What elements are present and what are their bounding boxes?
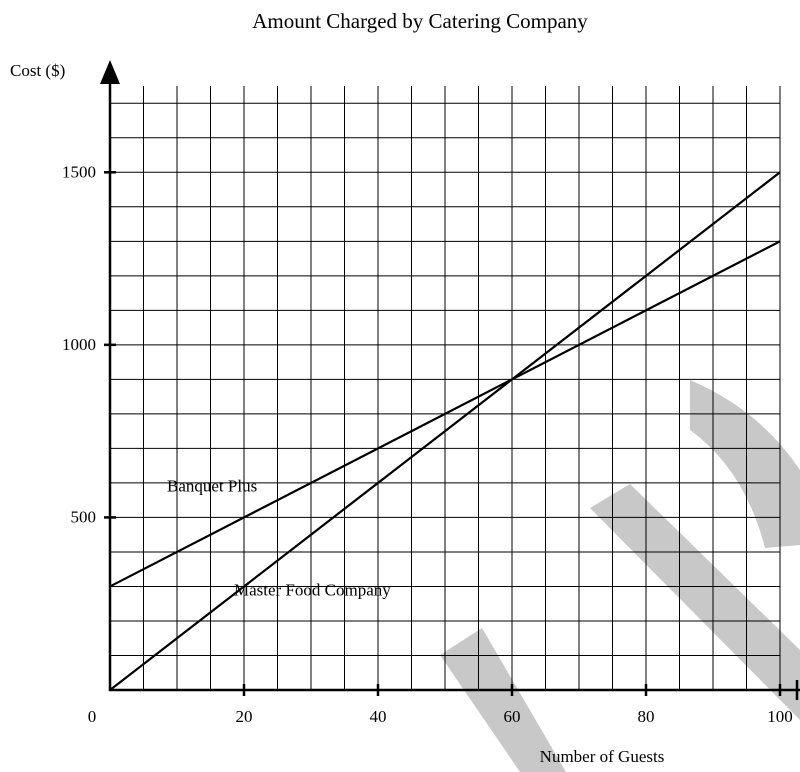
series-label-banquet-plus: Banquet Plus — [167, 477, 257, 496]
y-axis-arrow — [100, 60, 120, 84]
x-tick-label: 40 — [370, 707, 387, 726]
y-axis-label: Cost ($) — [10, 61, 65, 80]
x-tick-label: 80 — [638, 707, 655, 726]
y-tick-label: 1500 — [62, 162, 96, 181]
series-labels: Banquet Plus Master Food Company — [167, 477, 391, 600]
x-tick-label: 60 — [504, 707, 521, 726]
y-tick-label: 500 — [71, 507, 97, 526]
chart-title: Amount Charged by Catering Company — [252, 9, 588, 33]
x-tick-label: 100 — [767, 707, 793, 726]
tick-labels: 0 20 40 60 80 100 500 1000 1500 — [62, 162, 793, 726]
y-tick-label: 1000 — [62, 335, 96, 354]
series-label-master-food-company: Master Food Company — [234, 580, 391, 599]
axes — [100, 60, 800, 700]
watermark — [440, 380, 800, 772]
x-axis-label: Number of Guests — [540, 747, 665, 766]
series-line-banquet-plus — [109, 240, 781, 588]
series-lines — [109, 171, 781, 691]
grid — [110, 86, 781, 690]
x-tick-label: 0 — [88, 707, 97, 726]
x-tick-label: 20 — [236, 707, 253, 726]
series-line-master-food-company — [109, 171, 781, 691]
